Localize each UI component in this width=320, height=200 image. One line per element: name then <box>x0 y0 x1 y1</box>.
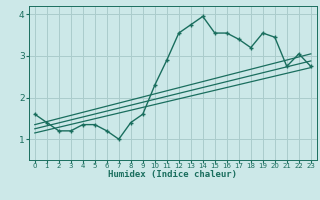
X-axis label: Humidex (Indice chaleur): Humidex (Indice chaleur) <box>108 170 237 179</box>
